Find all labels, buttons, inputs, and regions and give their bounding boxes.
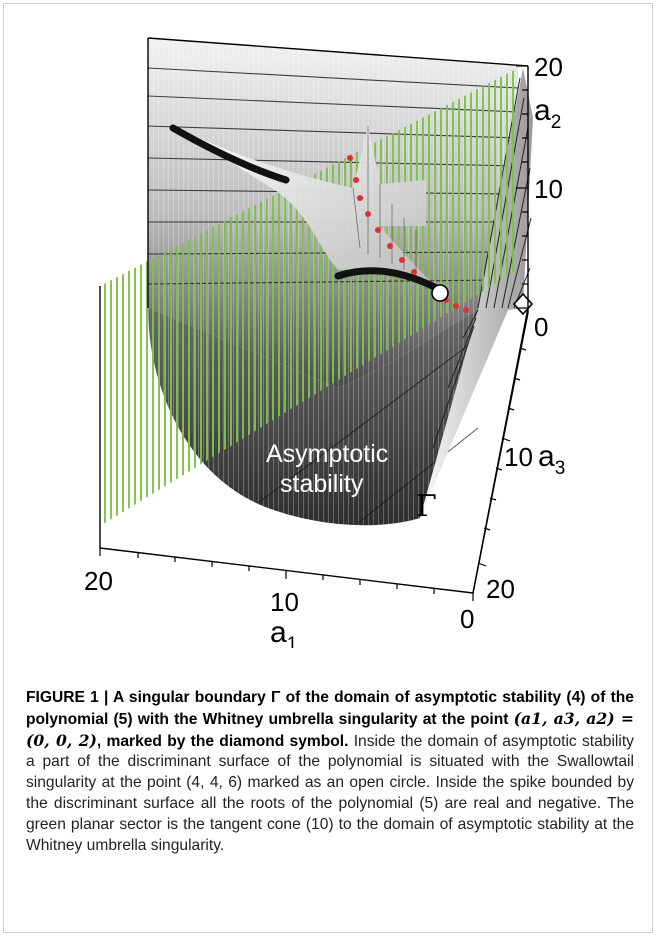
a2-tick-10: 10 [534,174,563,204]
figure-caption: FIGURE 1 | A singular boundary Γ of the … [26,688,634,856]
a2-axis-ticks [516,65,528,309]
a1-tick-20: 20 [84,566,113,596]
a2-axis-label: a2 [534,94,561,133]
region-label-line2: stability [280,470,364,498]
swallowtail-spike [169,124,469,313]
a3-axis-ticks [477,347,527,567]
caption-body: Inside the domain of asymptotic stabilit… [26,732,634,854]
a1-axis-label: a1 [270,616,297,648]
a1-tick-0: 0 [460,604,474,634]
a1-tick-10: 10 [270,587,299,617]
bounding-box [99,37,529,594]
gamma-boundary-label: Γ [416,489,437,524]
caption-lead: FIGURE 1 | A singular boundary Γ of the … [26,689,634,750]
swallowtail-point-marker [431,284,449,302]
lower-cusp-edge [334,267,444,294]
a2-tick-20: 20 [534,52,563,82]
a3-axis-label: a3 [538,440,565,479]
a3-tick-20: 20 [486,574,515,604]
figure-svg: 20 10 0 a2 10 a3 20 [84,37,565,648]
upper-cusp-edge [169,124,290,184]
self-intersection-points [347,155,469,313]
a2-tick-0: 0 [534,312,548,342]
a3-tick-10: 10 [504,442,533,472]
figure-plot: 20 10 0 a2 10 a3 20 [8,8,650,648]
region-label-line1: Asymptotic [266,440,388,468]
a1-axis-ticks [99,548,474,601]
